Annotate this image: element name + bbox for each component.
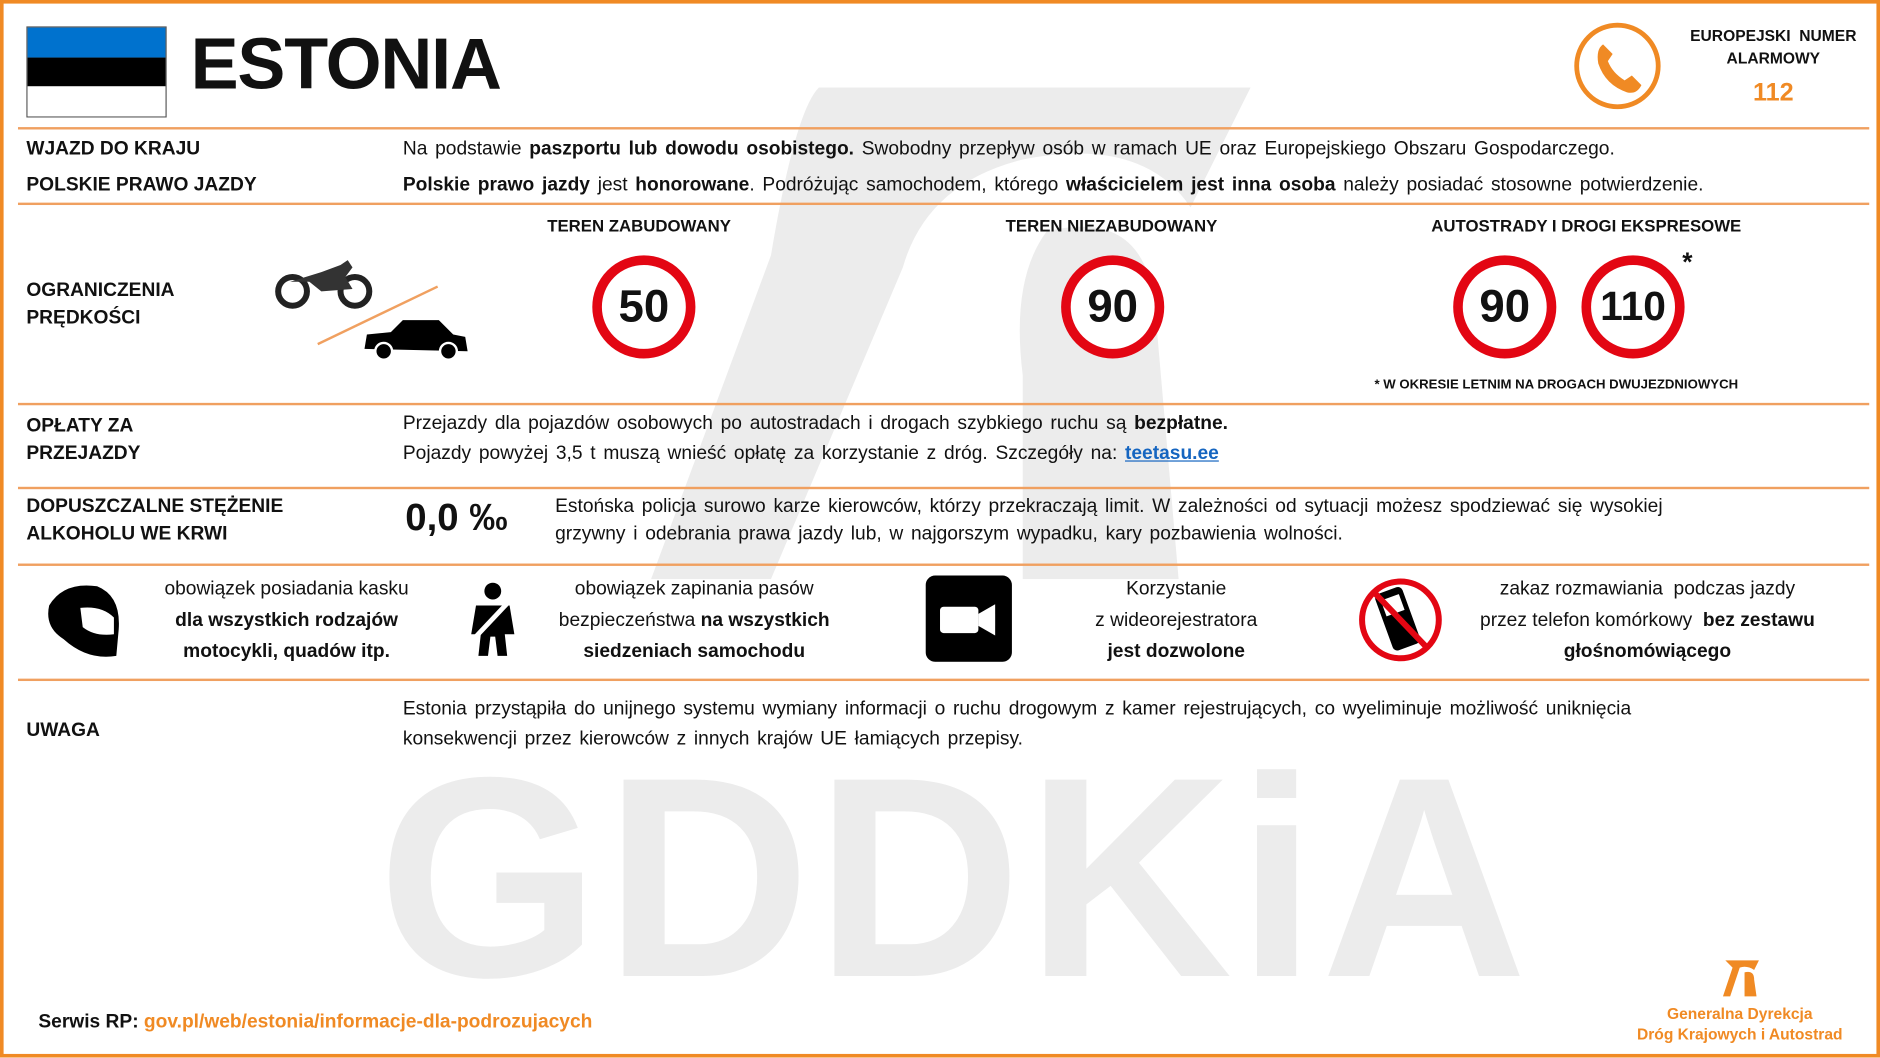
tolls-text-1: Przejazdy dla pojazdów osobowych po auto… [402,413,1228,435]
service-link[interactable]: gov.pl/web/estonia/informacje-dla-podroz… [143,1011,593,1033]
divider [17,402,1870,406]
gddkia-org-name: Generalna Dyrekcja Dróg Krajowych i Autos… [1636,1004,1843,1044]
tolls-text-2: Pojazdy powyżej 3,5 t muszą wnieść opłat… [402,443,1219,465]
estonia-flag [26,26,167,118]
alcohol-text-2: grzywny i odebrania prawa jazdy lub, w n… [555,523,1343,545]
urban-title: TEREN ZABUDOWANY [547,215,731,236]
emergency-number: 112 [1752,79,1794,107]
dashcam-icon [925,575,1012,662]
alcohol-text-1: Estońska policja surowo karze kierowców,… [555,496,1663,517]
no-phone-rule: zakaz rozmawiania podczas jazdy przez tel… [1480,579,1815,662]
no-phone-icon [1359,578,1442,662]
alcohol-label: DOPUSZCZALNE STĘŻENIE ALKOHOLU WE KRWI [26,496,284,545]
motorway-title: AUTOSTRADY I DROGI EKSPRESOWE [1431,215,1742,236]
speed-sign-urban: 50 [592,255,696,359]
divider [17,563,1870,566]
speed-sign-motorway-summer: 110 [1581,255,1685,359]
note-label: UWAGA [26,720,100,741]
service-footer: Serwis RP: gov.pl/web/estonia/informacje… [38,1011,593,1033]
toll-link[interactable]: teetasu.ee [1124,443,1219,465]
entry-label: WJAZD DO KRAJU [26,139,201,160]
note-text-1: Estonia przystąpiła do unijnego systemu … [402,699,1632,720]
seatbelt-icon [471,582,515,656]
speed-footnote: * W OKRESIE LETNIM NA DROGACH DWUJEZDNIO… [1374,377,1739,393]
note-text-2: konsekwencji przez kierowców z innych kr… [402,728,1024,750]
phone-icon [1574,22,1661,110]
gddkia-logo-icon [1722,960,1759,997]
emergency-label: EUROPEJSKI NUMER [1690,26,1857,45]
entry-text: Na podstawie paszportu lub dowodu osobis… [402,139,1615,160]
country-title: ESTONIA [190,23,502,105]
tolls-label: OPŁATY ZA PRZEJAZDY [26,416,141,465]
speed-sign-motorway: 90 [1453,255,1557,359]
speed-sign-rural: 90 [1061,255,1165,359]
divider [17,202,1870,206]
license-label: POLSKIE PRAWO JAZDY [26,175,257,196]
emergency-label: ALARMOWY [1726,49,1821,68]
divider [17,127,1870,130]
license-text: Polskie prawo jazdy jest honorowane. Pod… [402,175,1704,196]
asterisk: * [1682,246,1693,277]
seatbelt-rule: obowiązek zapinania pasów bezpieczeństwa … [558,579,830,662]
divider [17,486,1870,490]
speed-label: OGRANICZENIA PRĘDKOŚCI [26,280,175,329]
helmet-icon [48,585,119,657]
alcohol-limit: 0,0 ‰ [405,495,508,539]
divider [17,678,1870,682]
helmet-rule: obowiązek posiadania kasku dla wszystkich… [164,579,409,662]
rural-title: TEREN NIEZABUDOWANY [1005,215,1218,236]
watermark-text: GDDKiA [377,719,1533,1038]
dashcam-rule: Korzystanie z wideorejestratora jest dozwo… [1095,579,1258,662]
motorcycle-car-icon [275,260,468,361]
